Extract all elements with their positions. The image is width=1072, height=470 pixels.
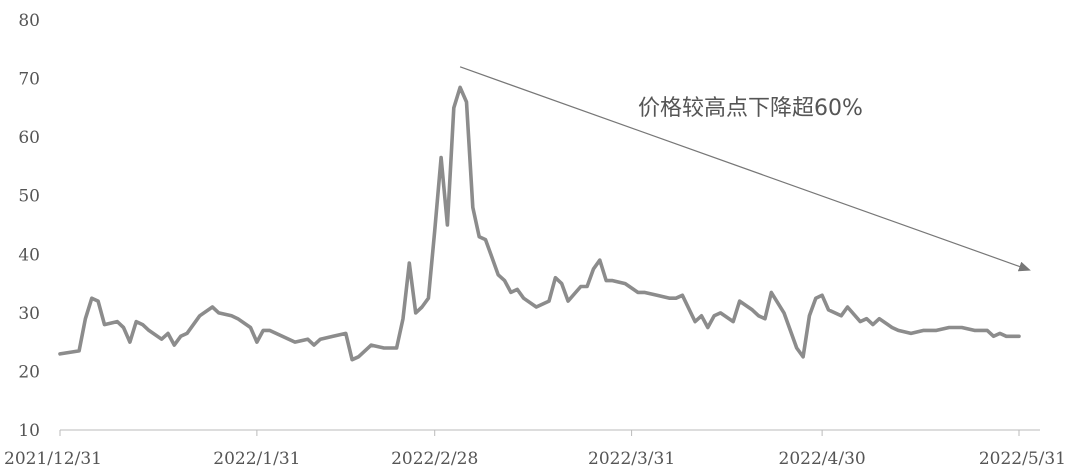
y-tick-label: 30 — [18, 304, 40, 324]
trend-arrow — [459, 66, 1031, 272]
y-tick-label: 70 — [18, 70, 40, 90]
series-line — [58, 85, 1021, 362]
y-axis-ticks: 10 20 30 40 50 60 70 80 — [18, 11, 40, 441]
x-tick-label: 2021/12/31 — [4, 449, 102, 469]
y-tick-label: 60 — [18, 128, 40, 148]
y-tick-label: 40 — [18, 245, 40, 265]
x-tick-label: 2022/3/31 — [588, 449, 675, 469]
y-tick-label: 80 — [18, 11, 40, 31]
x-tick-label: 2022/5/31 — [979, 449, 1066, 469]
y-tick-label: 20 — [18, 362, 40, 382]
x-tick-label: 2022/2/28 — [391, 449, 478, 469]
x-tick-label: 2022/1/31 — [213, 449, 300, 469]
x-tick-label: 2022/4/30 — [779, 449, 866, 469]
x-axis: 2021/12/31 2022/1/31 2022/2/28 2022/3/31 202… — [4, 429, 1066, 469]
y-tick-label: 50 — [18, 187, 40, 207]
annotation-label: 价格较高点下降超60% — [638, 96, 863, 121]
series-group — [58, 85, 1021, 362]
y-tick-label: 10 — [18, 421, 40, 441]
annotation-group: 价格较高点下降超60% — [459, 66, 1031, 272]
